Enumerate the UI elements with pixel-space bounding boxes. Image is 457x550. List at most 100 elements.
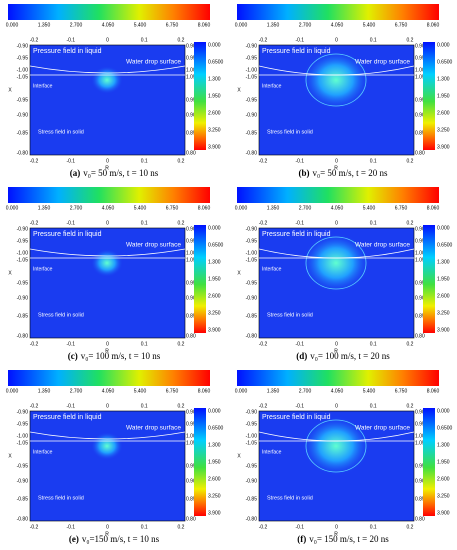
axis-label: R bbox=[334, 348, 338, 354]
x-tick-label: 0.95 bbox=[186, 238, 196, 244]
stress-label: 2.600 bbox=[208, 476, 221, 482]
panel: 0.000 1.350 2.700 4.050 5.400 6.750 8.060 Press… bbox=[235, 4, 453, 178]
colorbar-label: 5.400 bbox=[363, 22, 376, 28]
stress-label: 3.250 bbox=[208, 127, 221, 133]
x-tick-label: -1.05 bbox=[17, 74, 29, 80]
r-tick-label: 0.2 bbox=[407, 341, 414, 347]
x-tick-label: -0.90 bbox=[246, 226, 258, 232]
colorbar-label: 8.060 bbox=[198, 388, 211, 394]
x-tick-label: -0.95 bbox=[17, 55, 29, 61]
x-tick-label: -0.85 bbox=[246, 130, 258, 136]
x-tick-label: 0.90 bbox=[186, 409, 196, 415]
caption: (e) v₀=150 m/s, t = 10 ns bbox=[69, 534, 160, 544]
r-tick-label: 0.2 bbox=[178, 220, 185, 226]
x-tick-label: 1.05 bbox=[186, 440, 196, 446]
r-tick-label: -0.2 bbox=[259, 220, 268, 226]
axis-label: R bbox=[105, 165, 109, 171]
r-tick-label: -0.2 bbox=[30, 403, 39, 409]
x-tick-label: -0.90 bbox=[17, 295, 29, 301]
x-tick-label: 0.95 bbox=[186, 463, 196, 469]
colorbar-label: 0.000 bbox=[235, 22, 248, 28]
x-tick-label: -0.95 bbox=[246, 421, 258, 427]
stress-label: 1.300 bbox=[437, 259, 450, 265]
x-tick-label: 0.95 bbox=[186, 55, 196, 61]
stress-label: 3.250 bbox=[208, 493, 221, 499]
r-tick-label: 0 bbox=[335, 403, 338, 409]
x-tick-label: -0.90 bbox=[246, 112, 258, 118]
r-tick-label: -0.1 bbox=[66, 220, 75, 226]
annotation: Interface bbox=[33, 266, 53, 272]
colorbar-label: 0.000 bbox=[6, 205, 19, 211]
x-tick-label: -0.80 bbox=[17, 516, 29, 522]
x-tick-label: 0.90 bbox=[186, 295, 196, 301]
x-tick-label: 0.90 bbox=[186, 226, 196, 232]
stress-label: 2.600 bbox=[437, 476, 450, 482]
stress-label: 3.250 bbox=[437, 493, 450, 499]
caption-label: (d) bbox=[296, 351, 307, 361]
colorbar-label: 4.050 bbox=[331, 388, 344, 394]
r-tick-label: -0.2 bbox=[259, 37, 268, 43]
x-tick-label: 0.95 bbox=[186, 280, 196, 286]
stress-label: 0.000 bbox=[437, 42, 450, 48]
stress-label: 1.950 bbox=[208, 93, 221, 99]
caption: (b) v₀= 50 m/s, t = 20 ns bbox=[298, 168, 388, 178]
stress-label: 3.900 bbox=[437, 327, 450, 333]
drop-surface bbox=[29, 65, 186, 74]
stress-label: 0.6500 bbox=[208, 59, 224, 65]
r-tick-label: 0.2 bbox=[407, 524, 414, 530]
wave-front bbox=[305, 236, 367, 290]
x-tick-label: 0.95 bbox=[415, 421, 425, 427]
caption-text: v₀= 50 m/s, t = 20 ns bbox=[312, 168, 388, 178]
annotation: Water drop surface bbox=[126, 425, 181, 432]
x-tick-label: 0.80 bbox=[186, 150, 196, 156]
caption: (c) v₀= 100 m/s, t = 10 ns bbox=[68, 351, 161, 361]
caption: (f) v₀= 150 m/s, t = 20 ns bbox=[297, 534, 389, 544]
pressure-colorbar bbox=[8, 370, 210, 386]
wave-front bbox=[305, 419, 367, 473]
x-tick-label: 0.95 bbox=[415, 463, 425, 469]
r-tick-label: 0 bbox=[106, 37, 109, 43]
x-tick-label: 0.85 bbox=[186, 313, 196, 319]
colorbar-label: 1.350 bbox=[267, 388, 280, 394]
colorbar-label: 2.700 bbox=[70, 22, 83, 28]
annotation: Interface bbox=[262, 266, 282, 272]
x-tick-label: -1.00 bbox=[246, 67, 258, 73]
annotation: Water drop surface bbox=[126, 242, 181, 249]
x-tick-label: -1.05 bbox=[17, 440, 29, 446]
axis-label: X bbox=[8, 453, 12, 459]
r-tick-label: -0.2 bbox=[30, 37, 39, 43]
x-tick-label: 0.95 bbox=[415, 97, 425, 103]
axis-label: X bbox=[8, 270, 12, 276]
colorbar-label: 6.750 bbox=[166, 388, 179, 394]
colorbar-label: 2.700 bbox=[299, 22, 312, 28]
caption-label: (a) bbox=[70, 168, 81, 178]
stress-label: 1.300 bbox=[208, 76, 221, 82]
panel: 0.000 1.350 2.700 4.050 5.400 6.750 8.060 Press… bbox=[6, 370, 224, 544]
r-tick-label: 0.1 bbox=[370, 158, 377, 164]
axis-label: X bbox=[237, 270, 241, 276]
stress-label: 1.300 bbox=[208, 259, 221, 265]
drop-surface bbox=[29, 248, 186, 257]
x-tick-label: -0.80 bbox=[246, 150, 258, 156]
stress-label: 3.250 bbox=[437, 127, 450, 133]
x-tick-label: 1.05 bbox=[186, 74, 196, 80]
x-tick-label: 0.90 bbox=[186, 478, 196, 484]
r-tick-label: 0.2 bbox=[178, 524, 185, 530]
stress-colorbar bbox=[423, 42, 435, 150]
colorbar-label: 0.000 bbox=[235, 388, 248, 394]
r-tick-label: 0.2 bbox=[178, 403, 185, 409]
stress-label: 2.600 bbox=[208, 110, 221, 116]
axis-label: X bbox=[8, 87, 12, 93]
colorbar-label: 2.700 bbox=[70, 205, 83, 211]
x-tick-label: -1.00 bbox=[246, 433, 258, 439]
wave-region bbox=[91, 249, 123, 277]
pressure-colorbar bbox=[237, 370, 439, 386]
panel: 0.000 1.350 2.700 4.050 5.400 6.750 8.060 Press… bbox=[6, 4, 224, 178]
caption: (a) v₀= 50 m/s, t = 10 ns bbox=[70, 168, 159, 178]
stress-label: 0.6500 bbox=[437, 242, 453, 248]
colorbar-label: 0.000 bbox=[235, 205, 248, 211]
x-tick-label: 0.90 bbox=[415, 226, 425, 232]
wave-front bbox=[305, 53, 367, 107]
r-tick-label: 0.2 bbox=[178, 37, 185, 43]
stress-label: 0.6500 bbox=[208, 425, 224, 431]
